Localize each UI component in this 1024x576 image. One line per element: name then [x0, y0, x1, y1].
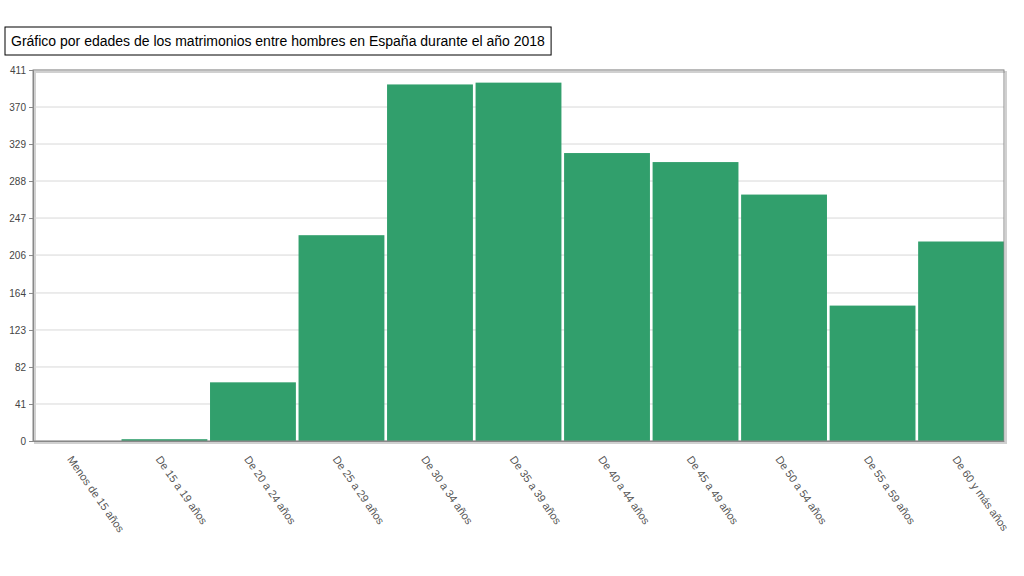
x-tick: De 60 y más años: [950, 453, 1011, 533]
y-tick-label: 123: [9, 325, 26, 336]
plot-frame: [33, 70, 1004, 441]
y-tick-label: 41: [15, 399, 27, 410]
bar: [830, 306, 916, 441]
x-tick: De 45 a 49 años: [685, 453, 741, 526]
y-tick-mark: [29, 293, 33, 294]
frame-shadow: [35, 72, 1006, 443]
x-tick-label: De 45 a 49 años: [685, 453, 741, 526]
x-tick-label: De 20 a 24 años: [242, 453, 298, 526]
x-tick: De 50 a 54 años: [773, 453, 829, 526]
y-tick-mark: [29, 70, 33, 71]
y-axis-line: [29, 71, 34, 442]
plot: 0 41 82 123 164 206 247 288 329 370 411 Menos de 15…: [9, 65, 1011, 535]
bar: [564, 153, 650, 441]
y-tick-label: 247: [9, 213, 26, 224]
y-tick-label: 82: [15, 362, 27, 373]
x-tick: De 25 a 29 años: [331, 453, 387, 526]
y-tick-label: 288: [9, 176, 26, 187]
y-tick-mark: [29, 144, 33, 145]
y-tick: 164: [9, 288, 33, 299]
y-tick: 0: [20, 436, 33, 447]
y-axis: 0 41 82 123 164 206 247 288 329 370 411: [9, 65, 33, 447]
bars: [122, 83, 1004, 441]
y-tick-label: 164: [9, 288, 26, 299]
bar: [299, 235, 385, 441]
bar: [653, 162, 739, 441]
x-tick: Menos de 15 años: [65, 453, 127, 534]
x-tick: De 20 a 24 años: [242, 453, 298, 526]
x-tick-label: De 50 a 54 años: [773, 453, 829, 526]
y-tick-mark: [29, 218, 33, 219]
y-tick-label: 370: [9, 102, 26, 113]
grid: [33, 70, 1004, 441]
y-tick: 288: [9, 176, 33, 187]
y-tick-mark: [29, 441, 33, 442]
y-tick-label: 411: [10, 65, 26, 76]
bar: [210, 382, 296, 441]
y-tick-label: 206: [9, 250, 26, 261]
x-tick: De 35 a 39 años: [508, 453, 564, 526]
bar: [387, 84, 473, 441]
bar: [918, 242, 1004, 441]
y-tick-label: 329: [9, 139, 26, 150]
y-tick: 123: [9, 325, 33, 336]
y-tick: 329: [9, 139, 33, 150]
x-axis-line: [34, 441, 1005, 442]
x-tick-label: Menos de 15 años: [65, 453, 127, 534]
y-tick-mark: [29, 367, 33, 368]
y-tick: 247: [9, 213, 33, 224]
x-tick-label: De 40 a 44 años: [596, 453, 652, 526]
x-tick-label: De 35 a 39 años: [508, 453, 564, 526]
x-tick-label: De 25 a 29 años: [331, 453, 387, 526]
y-tick: 41: [15, 399, 33, 410]
title-group: Gráfico por edades de los matrimonios en…: [5, 27, 551, 55]
y-tick: 411: [10, 65, 33, 76]
y-tick-mark: [29, 107, 33, 108]
y-tick-mark: [29, 330, 33, 331]
x-tick: De 55 a 59 años: [862, 453, 918, 526]
chart-container: Gráfico por edades de los matrimonios en…: [0, 0, 1024, 576]
x-axis: Menos de 15 años De 15 a 19 años De 20 a 2…: [34, 442, 1012, 535]
y-tick: 82: [15, 362, 33, 373]
bar: [476, 83, 562, 441]
x-tick-label: De 55 a 59 años: [862, 453, 918, 526]
x-tick-label: De 15 a 19 años: [154, 453, 210, 526]
y-tick-mark: [29, 404, 33, 405]
chart-svg: Gráfico por edades de los matrimonios en…: [0, 0, 1024, 576]
y-tick: 206: [9, 250, 33, 261]
title: Gráfico por edades de los matrimonios en…: [11, 33, 545, 49]
x-tick: De 15 a 19 años: [154, 453, 210, 526]
x-tick-label: De 30 a 34 años: [419, 453, 475, 526]
bar: [741, 195, 827, 441]
x-tick: De 40 a 44 años: [596, 453, 652, 526]
y-tick-label: 0: [20, 436, 26, 447]
y-tick: 370: [9, 102, 33, 113]
y-tick-mark: [29, 255, 33, 256]
x-tick-label: De 60 y más años: [950, 453, 1011, 533]
x-tick: De 30 a 34 años: [419, 453, 475, 526]
title-box: [5, 27, 551, 55]
y-tick-mark: [29, 181, 33, 182]
